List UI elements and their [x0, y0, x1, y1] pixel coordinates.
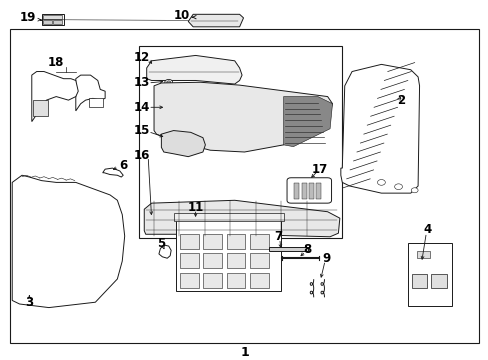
Text: 16: 16 — [133, 149, 150, 162]
Bar — [407, 243, 451, 306]
Bar — [226, 234, 245, 248]
Text: 9: 9 — [322, 252, 330, 265]
Text: 6: 6 — [119, 159, 127, 172]
Text: 10: 10 — [173, 9, 190, 22]
Text: 18: 18 — [48, 56, 64, 69]
Polygon shape — [154, 82, 332, 152]
Polygon shape — [76, 75, 105, 111]
Circle shape — [394, 184, 402, 190]
Text: 4: 4 — [423, 223, 431, 236]
Bar — [226, 273, 245, 288]
Bar — [430, 274, 446, 288]
Polygon shape — [340, 64, 419, 193]
Text: 13: 13 — [133, 76, 150, 90]
Bar — [226, 253, 245, 268]
Bar — [89, 98, 102, 107]
Polygon shape — [32, 72, 78, 122]
Bar — [139, 46, 342, 238]
Circle shape — [166, 81, 170, 84]
Text: 19: 19 — [20, 12, 37, 24]
Bar — [180, 234, 198, 248]
Bar — [411, 274, 427, 288]
Polygon shape — [159, 245, 171, 258]
Bar — [41, 14, 63, 25]
Circle shape — [377, 180, 385, 185]
Polygon shape — [146, 55, 242, 84]
Bar — [173, 213, 283, 221]
Bar — [250, 234, 268, 248]
Bar — [176, 220, 281, 292]
Bar — [268, 247, 307, 251]
Bar — [203, 273, 222, 288]
Bar — [203, 234, 222, 248]
Polygon shape — [188, 14, 243, 27]
Circle shape — [164, 80, 172, 85]
Bar — [301, 184, 306, 198]
Bar — [180, 273, 198, 288]
Text: 7: 7 — [274, 230, 282, 243]
Bar — [33, 100, 48, 116]
Bar — [43, 20, 52, 24]
Circle shape — [410, 188, 417, 193]
Text: 8: 8 — [303, 243, 310, 256]
Polygon shape — [283, 96, 332, 147]
Bar — [180, 253, 198, 268]
Polygon shape — [102, 168, 123, 177]
Bar — [43, 15, 61, 19]
FancyBboxPatch shape — [286, 178, 331, 203]
Bar — [250, 253, 268, 268]
Text: 15: 15 — [133, 124, 150, 137]
Text: 11: 11 — [187, 201, 203, 214]
Text: 1: 1 — [240, 346, 248, 359]
Bar — [416, 251, 429, 258]
Polygon shape — [144, 200, 339, 237]
Polygon shape — [161, 131, 205, 157]
Text: 12: 12 — [133, 51, 150, 64]
Text: 3: 3 — [25, 296, 33, 309]
Bar — [316, 184, 321, 198]
Bar — [53, 20, 61, 24]
Text: 14: 14 — [133, 101, 150, 114]
Bar — [203, 253, 222, 268]
Bar — [250, 273, 268, 288]
Bar — [294, 184, 299, 198]
Text: 2: 2 — [396, 94, 404, 107]
Bar — [10, 28, 478, 343]
Text: 5: 5 — [157, 237, 165, 250]
Polygon shape — [12, 175, 124, 307]
Bar — [308, 184, 313, 198]
Text: 17: 17 — [311, 163, 328, 176]
